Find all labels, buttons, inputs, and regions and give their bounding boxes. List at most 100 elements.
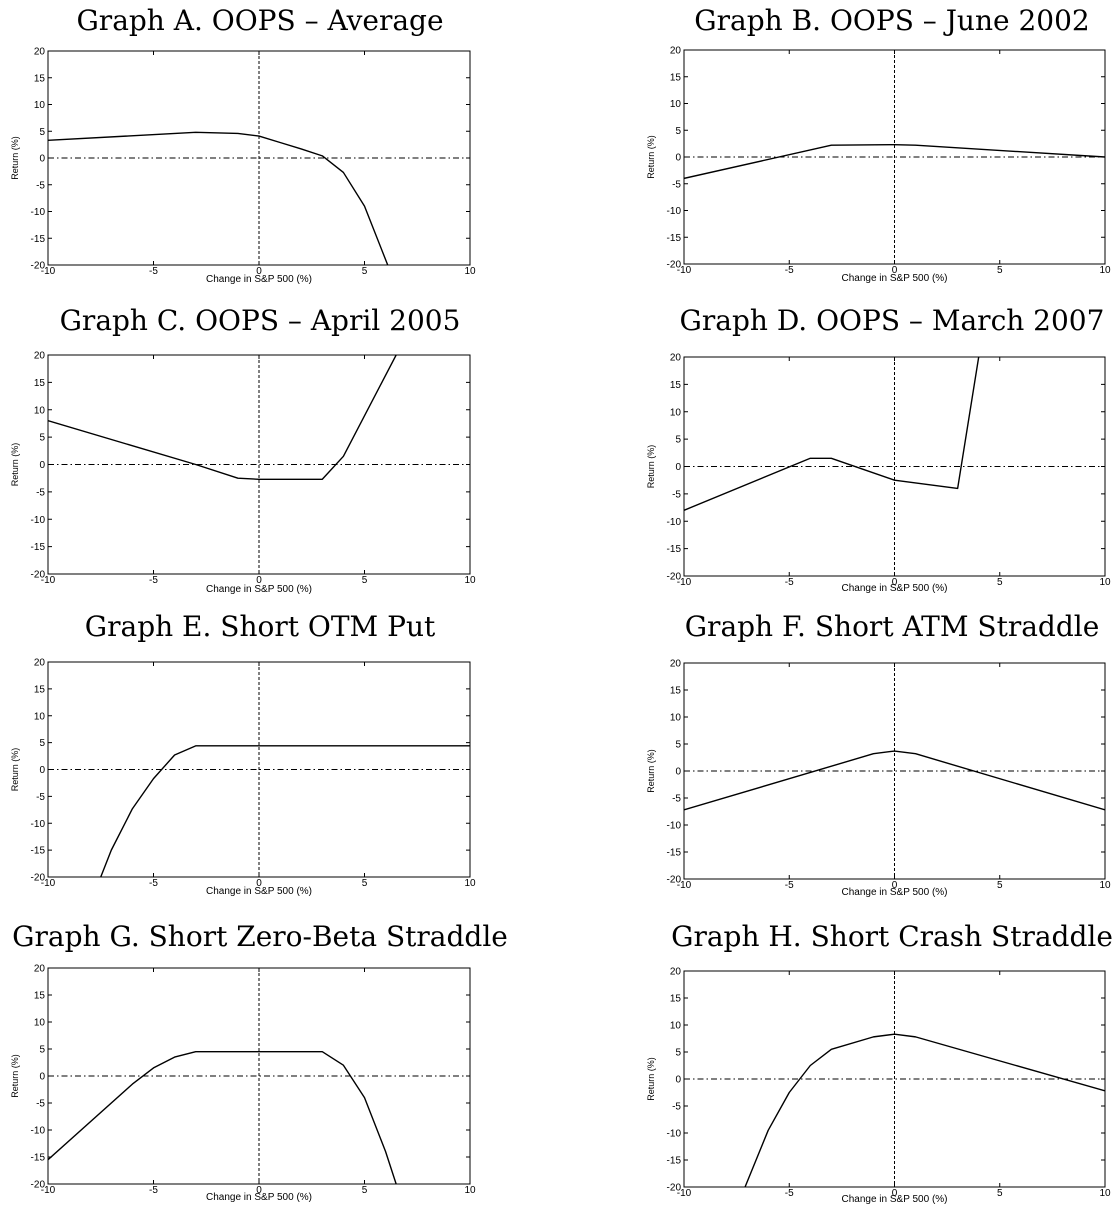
y-tick-label: -15 <box>667 544 682 555</box>
plot-frame <box>47 967 471 1185</box>
x-axis-label: Change in S&P 500 (%) <box>206 1192 312 1203</box>
x-tick-label: 10 <box>464 266 476 277</box>
x-tick-label: -10 <box>677 577 692 588</box>
panel-h: Graph H. Short Crash Straddle -10 -5 0 5 10-… <box>558 900 1117 1206</box>
payoff-line <box>48 355 397 480</box>
y-tick-label: -15 <box>31 234 46 245</box>
y-tick-label: 15 <box>670 72 682 83</box>
x-tick-label: -10 <box>41 1185 56 1196</box>
x-tick-label: 0 <box>256 1185 262 1196</box>
x-tick-label: 5 <box>997 265 1003 276</box>
y-tick-label: 20 <box>670 967 682 978</box>
y-tick-label: -5 <box>672 489 681 500</box>
x-axis-label: Change in S&P 500 (%) <box>206 584 312 595</box>
x-tick-label: 5 <box>362 266 368 277</box>
y-axis-label: Return (%) <box>646 445 656 489</box>
y-tick-label: 20 <box>670 353 682 364</box>
payoff-line <box>684 143 1105 180</box>
y-tick-label: -5 <box>672 794 681 805</box>
x-tick-label: -5 <box>149 1185 158 1196</box>
x-tick-label: 0 <box>892 577 898 588</box>
x-axis-label: Change in S&P 500 (%) <box>206 274 312 285</box>
x-tick-label: 10 <box>464 575 476 586</box>
x-tick-label: -10 <box>677 880 692 891</box>
y-tick-label: 10 <box>34 405 46 416</box>
y-tick-label: -15 <box>667 848 682 859</box>
y-tick-label: 5 <box>675 126 681 137</box>
chart-h: -10 -5 0 5 10 -20 -15 -10 -5 0 5 10 15 20 Change in S&… <box>646 967 1111 1206</box>
y-tick-label: 10 <box>670 407 682 418</box>
y-tick-label: -10 <box>667 821 682 832</box>
y-tick-label: 0 <box>675 153 681 164</box>
chart-e: -10 -5 0 5 10 -20 -15 -10 -5 0 5 10 15 20 Change in S&… <box>10 658 476 898</box>
x-tick-label: 10 <box>1099 1188 1111 1199</box>
panel-d: Graph D. OOPS – March 2007 -10 -5 0 5 10 -20-… <box>558 300 1117 600</box>
y-tick-label: -5 <box>36 487 45 498</box>
y-tick-label: -5 <box>672 1102 681 1113</box>
y-tick-label: 5 <box>675 740 681 751</box>
y-tick-label: -20 <box>31 570 46 581</box>
y-axis-label: Return (%) <box>646 1057 656 1101</box>
y-axis-label: Return (%) <box>10 136 20 180</box>
payoff-line <box>100 745 470 877</box>
chart-a: -10 -5 0 5 10 -20 -15 -10 -5 0 5 10 15 20 Change in S&… <box>10 47 476 286</box>
plot-frame <box>683 970 1106 1188</box>
chart-c: -10 -5 0 5 10 -20 -15 -10 -5 0 5 10 15 20 Change in S&… <box>10 351 476 596</box>
y-tick-label: 20 <box>670 659 682 670</box>
x-tick-label: 5 <box>997 880 1003 891</box>
x-tick-label: -10 <box>677 1188 692 1199</box>
y-tick-label: 5 <box>675 1048 681 1059</box>
y-tick-label: -20 <box>667 875 682 886</box>
x-axis-label: Change in S&P 500 (%) <box>206 886 312 897</box>
y-tick-label: 0 <box>39 1072 45 1083</box>
x-axis-label: Change in S&P 500 (%) <box>842 887 948 898</box>
y-tick-label: -20 <box>31 873 46 884</box>
y-tick-label: 20 <box>34 658 46 669</box>
panel-a: Graph A. OOPS – Average -10 -5 0 5 10 -20 -15-… <box>0 0 558 290</box>
y-tick-label: 15 <box>670 380 682 391</box>
y-tick-label: -10 <box>667 1129 682 1140</box>
y-tick-label: 10 <box>670 713 682 724</box>
y-axis-label: Return (%) <box>10 748 20 792</box>
y-tick-label: 10 <box>34 1018 46 1029</box>
x-tick-label: -5 <box>149 266 158 277</box>
payoff-line <box>744 1033 1105 1187</box>
y-tick-label: -20 <box>667 260 682 271</box>
plot-frame <box>683 49 1106 265</box>
y-axis-label: Return (%) <box>10 1054 20 1098</box>
payoff-line <box>684 750 1105 811</box>
y-tick-label: 5 <box>39 127 45 138</box>
chart-b: -10 -5 0 5 10 -20 -15 -10 -5 0 5 10 15 20 Change in S&… <box>646 46 1111 285</box>
x-tick-label: -5 <box>785 577 794 588</box>
x-tick-label: 10 <box>1099 577 1111 588</box>
y-tick-label: 5 <box>39 433 45 444</box>
y-tick-label: -15 <box>667 1156 682 1167</box>
y-tick-label: -10 <box>31 1126 46 1137</box>
y-axis-label: Return (%) <box>646 749 656 793</box>
y-tick-label: -10 <box>31 207 46 218</box>
chart-title: Graph D. OOPS – March 2007 <box>679 304 1105 337</box>
x-tick-label: -5 <box>785 880 794 891</box>
y-tick-label: 0 <box>675 462 681 473</box>
y-tick-label: -20 <box>667 1183 682 1194</box>
x-tick-label: 0 <box>256 266 262 277</box>
y-tick-label: 0 <box>675 1075 681 1086</box>
y-tick-label: -10 <box>31 515 46 526</box>
y-tick-label: 0 <box>39 154 45 165</box>
x-tick-label: 10 <box>1099 265 1111 276</box>
chart-title: Graph F. Short ATM Straddle <box>684 610 1100 643</box>
y-tick-label: 5 <box>39 738 45 749</box>
chart-title: Graph A. OOPS – Average <box>76 4 444 37</box>
plot-frame <box>683 662 1106 880</box>
y-tick-label: 15 <box>34 378 46 389</box>
x-tick-label: 10 <box>1099 880 1111 891</box>
y-tick-label: 20 <box>34 351 46 362</box>
x-tick-label: 5 <box>362 878 368 889</box>
plot-frame <box>47 50 471 266</box>
y-tick-label: -5 <box>36 792 45 803</box>
x-tick-label: -5 <box>785 265 794 276</box>
y-tick-label: -20 <box>667 572 682 583</box>
y-tick-label: 0 <box>39 460 45 471</box>
x-tick-label: 10 <box>464 1185 476 1196</box>
y-tick-label: 5 <box>39 1045 45 1056</box>
